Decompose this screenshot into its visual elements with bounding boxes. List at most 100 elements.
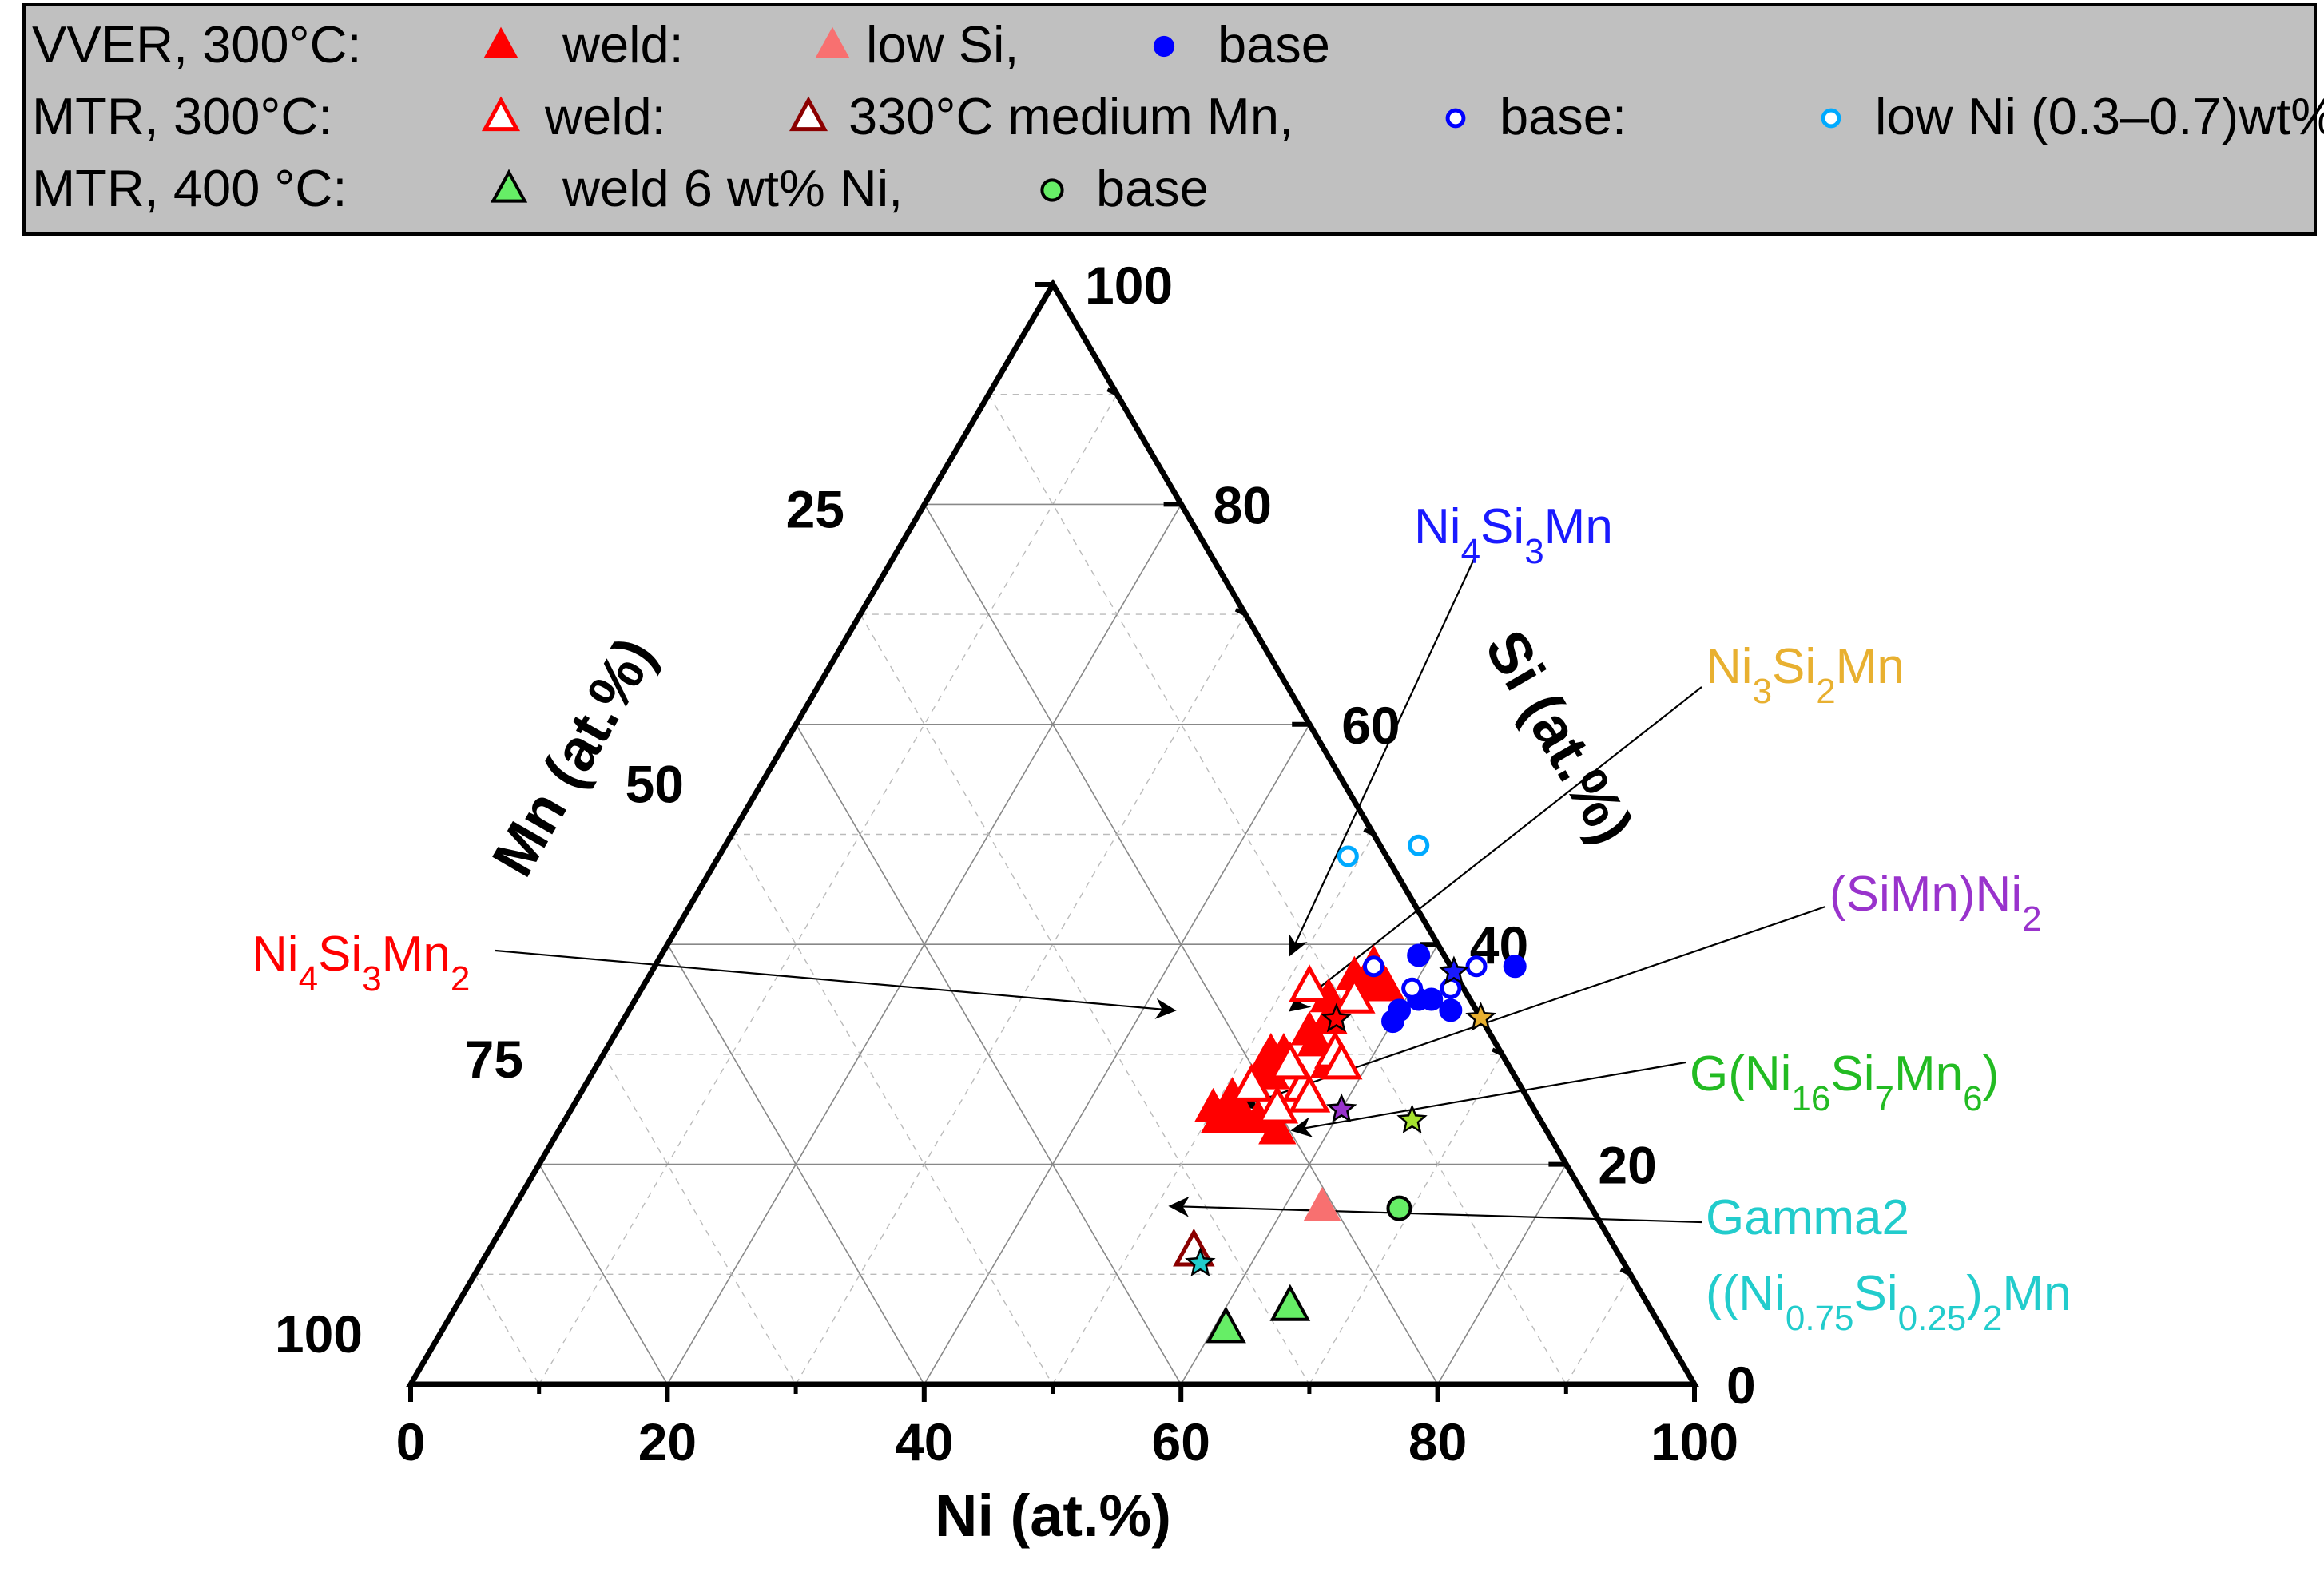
grid-line-mn	[795, 724, 1182, 1385]
triangle-frame	[405, 279, 1700, 1387]
arrow-ni4si3mn	[1289, 558, 1475, 957]
data-point	[1503, 955, 1527, 979]
legend-row: MTR, 300°C: weld: 330°C medium Mn, base: low…	[26, 85, 2324, 149]
series-6	[1337, 834, 1430, 867]
star-g-phase	[1396, 1104, 1428, 1133]
data-point	[1362, 955, 1384, 978]
grid-line-mn	[731, 834, 1054, 1385]
label-simnni2: (SiMn)Ni2	[1829, 867, 2042, 939]
tick-minor-mn	[971, 411, 980, 423]
tick-label-ni: 40	[895, 1412, 953, 1471]
grid-line-ni	[538, 394, 1118, 1385]
arrow-g-phase	[1290, 1061, 1686, 1137]
legend-symbol	[483, 26, 518, 58]
data-point	[1269, 1041, 1312, 1080]
data-point	[1206, 1306, 1246, 1344]
tick-label-mn: 75	[465, 1030, 523, 1089]
legend-item-label: base	[1096, 159, 1209, 217]
annotation-arrows	[495, 558, 1826, 1224]
data-point	[1367, 967, 1406, 1002]
grid-line-ni	[795, 613, 1246, 1385]
legend-marker	[483, 26, 518, 58]
tick-minor-si	[1106, 387, 1118, 396]
legend-marker	[1040, 178, 1064, 202]
grid-line-ni	[1565, 1273, 1631, 1385]
legend-row: MTR, 400 °C: weld 6 wt% Ni, base	[26, 157, 2314, 220]
arrow-ni3si2mn	[1288, 686, 1702, 1012]
grid-line-ni	[1051, 834, 1375, 1385]
tick-label-ni: 60	[1151, 1412, 1210, 1471]
star-ni4si3mn	[1438, 955, 1470, 986]
star-gamma2	[1185, 1247, 1216, 1276]
data-point	[1465, 955, 1488, 978]
legend-item-label: low Si,	[866, 15, 1019, 73]
legend-symbol	[481, 96, 521, 132]
label-ni4si3mn: Ni4Si3Mn	[1414, 499, 1613, 571]
tick-label-ni: 80	[1408, 1412, 1467, 1471]
arrow-ni4si3mn2	[495, 949, 1177, 1019]
series-7	[1206, 1284, 1311, 1344]
legend-item-label: low Ni (0.3–0.7)wt%	[1875, 87, 2324, 145]
data-point	[1337, 845, 1359, 867]
grid-line-mn	[860, 613, 1310, 1385]
triangle-outline	[405, 279, 1700, 1387]
axis-title-si: Si (at.%)	[1472, 619, 1647, 854]
tick-mn	[729, 817, 743, 836]
data-point	[1288, 1074, 1331, 1113]
legend-symbol	[1445, 108, 1466, 129]
axis-title-ni: Ni (at.%)	[935, 1483, 1171, 1549]
legend-symbol	[1040, 178, 1064, 202]
legend-marker	[481, 96, 521, 132]
label-g-phase: G(Ni16Si7Mn6)	[1690, 1046, 1999, 1118]
legend-marker	[1821, 108, 1841, 129]
legend-item-label: weld 6 wt% Ni,	[562, 159, 904, 217]
tick-minor-si	[1363, 828, 1375, 836]
legend-symbol	[490, 169, 528, 203]
tick-label-ni: 20	[638, 1412, 697, 1471]
legend-symbol	[1821, 108, 1841, 129]
star-ni3si2mn	[1465, 1002, 1496, 1031]
legend-marker	[1445, 108, 1466, 129]
tick-mn	[569, 1093, 582, 1111]
legend-item-label: 330°C medium Mn,	[848, 87, 1294, 145]
grid-line-ni	[1309, 1054, 1503, 1385]
tick-label-mn: 25	[786, 479, 844, 538]
legend-symbol	[789, 96, 828, 132]
series-8	[1386, 1195, 1412, 1221]
data-point	[1288, 964, 1331, 1002]
tick-label-mn: 50	[626, 755, 684, 814]
series-1	[1303, 1186, 1341, 1221]
data-point	[1258, 1110, 1297, 1145]
legend-row-label: VVER, 300°C:	[32, 15, 362, 73]
data-point	[1303, 1186, 1341, 1221]
legend-marker	[1153, 35, 1175, 58]
data-points	[1173, 834, 1527, 1344]
tick-label-si: 60	[1341, 696, 1400, 755]
arrow-gamma2	[1168, 1196, 1702, 1224]
grid-line-mn	[666, 943, 925, 1385]
tick-label-si: 0	[1726, 1356, 1756, 1415]
grid-line-ni	[1436, 1164, 1567, 1385]
tick-minor-si	[1491, 1047, 1504, 1057]
legend-item-label: weld:	[545, 87, 666, 145]
star-ni4si3mn2	[1321, 1002, 1353, 1033]
phase-markers	[1185, 955, 1496, 1276]
data-point	[1420, 987, 1444, 1011]
annotation-labels: Ni4Si3Mn Ni3Si2Mn (SiMn)Ni2 G(Ni16Si7Mn6) Ga…	[252, 499, 2072, 1338]
data-point	[1297, 1022, 1335, 1057]
star-simnni2	[1325, 1093, 1357, 1123]
data-point	[1256, 1085, 1299, 1124]
legend-row-label: MTR, 400 °C:	[32, 159, 348, 217]
tick-label-si: 80	[1214, 475, 1272, 534]
data-point	[1407, 943, 1431, 967]
data-point	[1269, 1284, 1311, 1321]
data-point	[1226, 1098, 1265, 1133]
data-point	[1439, 998, 1463, 1022]
legend-marker	[789, 96, 828, 132]
legend-item-label: base	[1218, 15, 1330, 73]
tick-label-si: 20	[1598, 1136, 1656, 1195]
tick-minor-mn	[489, 1236, 499, 1249]
legend-item-label: weld:	[562, 15, 684, 73]
